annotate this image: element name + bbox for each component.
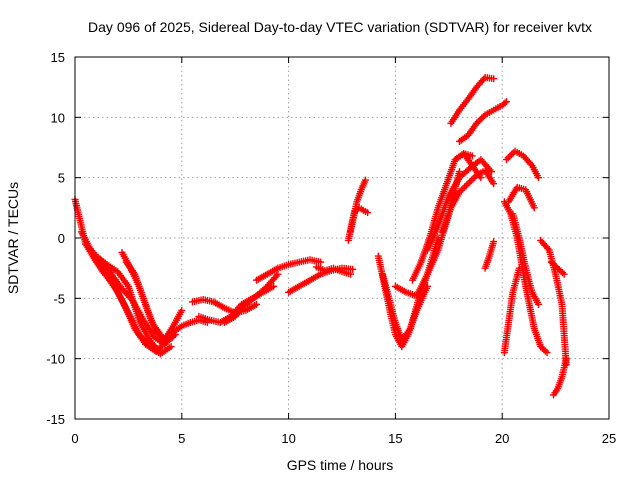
x-tick-label: 20: [495, 431, 509, 446]
y-tick-label: -10: [46, 352, 65, 367]
chart-title: Day 096 of 2025, Sidereal Day-to-day VTE…: [88, 19, 592, 35]
series-track-ac: [509, 210, 543, 308]
series-track-b: [77, 228, 171, 355]
x-tick-label: 25: [602, 431, 616, 446]
data-point: [178, 306, 186, 314]
data-point: [562, 355, 570, 363]
data-point: [455, 168, 463, 176]
data-point: [459, 185, 467, 193]
series-track-u: [438, 166, 498, 236]
x-tick-label: 5: [178, 431, 185, 446]
data-point: [156, 331, 164, 339]
x-axis-label: GPS time / hours: [287, 457, 394, 473]
series-track-ag: [481, 238, 498, 272]
data-point: [476, 116, 484, 124]
series-track-f: [122, 258, 164, 339]
data-point: [543, 349, 551, 357]
grid-lines: [75, 57, 609, 419]
series-track-m: [312, 263, 355, 278]
series-track-s: [408, 150, 476, 284]
series-track-r: [391, 168, 463, 300]
data-point: [490, 238, 498, 246]
data-point: [262, 284, 270, 292]
series-track-ab: [500, 264, 523, 357]
data-point: [349, 265, 357, 273]
data-points: [71, 74, 570, 399]
data-point: [466, 178, 474, 186]
data-point: [347, 270, 355, 278]
data-point: [504, 154, 512, 162]
y-tick-label: -15: [46, 412, 65, 427]
data-point: [480, 75, 488, 83]
series-track-l: [285, 264, 357, 296]
series-track-d: [97, 256, 179, 348]
series-track-ad: [537, 236, 570, 369]
data-point: [464, 180, 472, 188]
data-point: [490, 75, 498, 83]
data-point: [559, 269, 567, 277]
series-track-ae: [549, 355, 570, 399]
data-point: [469, 175, 477, 183]
series-track-y: [502, 147, 543, 182]
data-point: [270, 282, 278, 290]
x-axis-ticks: 0 5 10 15 20 25: [71, 57, 616, 446]
data-point: [530, 204, 538, 212]
x-tick-label: 15: [388, 431, 402, 446]
data-point: [362, 176, 369, 184]
data-point: [478, 114, 486, 122]
data-point: [502, 156, 510, 164]
data-point: [541, 347, 549, 355]
y-tick-label: 0: [58, 231, 65, 246]
data-point: [274, 270, 282, 278]
y-axis-ticks: -15 -10 -5 0 5 10 15: [46, 50, 609, 427]
data-point: [461, 183, 469, 191]
y-axis-label: SDTVAR / TECUs: [5, 182, 21, 294]
y-tick-label: 5: [58, 171, 65, 186]
data-point: [167, 343, 175, 351]
data-point: [515, 264, 523, 272]
data-point: [501, 99, 509, 107]
y-tick-label: -5: [53, 291, 65, 306]
y-tick-label: 15: [51, 50, 65, 65]
y-tick-label: 10: [51, 110, 65, 125]
x-tick-label: 0: [71, 431, 78, 446]
data-point: [253, 300, 261, 308]
series-track-x: [451, 150, 485, 182]
data-point: [156, 349, 164, 357]
series-track-j: [221, 270, 282, 326]
series-track-q: [379, 234, 442, 345]
series-track-w: [455, 98, 510, 145]
data-point: [527, 160, 535, 168]
x-tick-label: 10: [281, 431, 295, 446]
data-point: [560, 270, 568, 278]
data-point: [490, 180, 498, 188]
series-track-t: [423, 156, 496, 254]
data-point: [502, 98, 510, 106]
data-point: [468, 152, 476, 160]
data-point: [317, 258, 325, 266]
data-point: [535, 300, 543, 308]
data-point: [506, 152, 514, 160]
series-track-o: [347, 204, 372, 235]
series-track-k: [253, 256, 325, 284]
data-point: [544, 244, 552, 252]
data-point: [462, 181, 470, 189]
data-point: [535, 174, 543, 182]
series-track-z: [505, 183, 538, 212]
series-track-af: [547, 258, 568, 278]
series-track-v: [447, 74, 498, 127]
data-point: [477, 174, 485, 182]
series-track-g: [161, 316, 211, 345]
data-point: [467, 176, 475, 184]
data-point: [364, 209, 372, 217]
